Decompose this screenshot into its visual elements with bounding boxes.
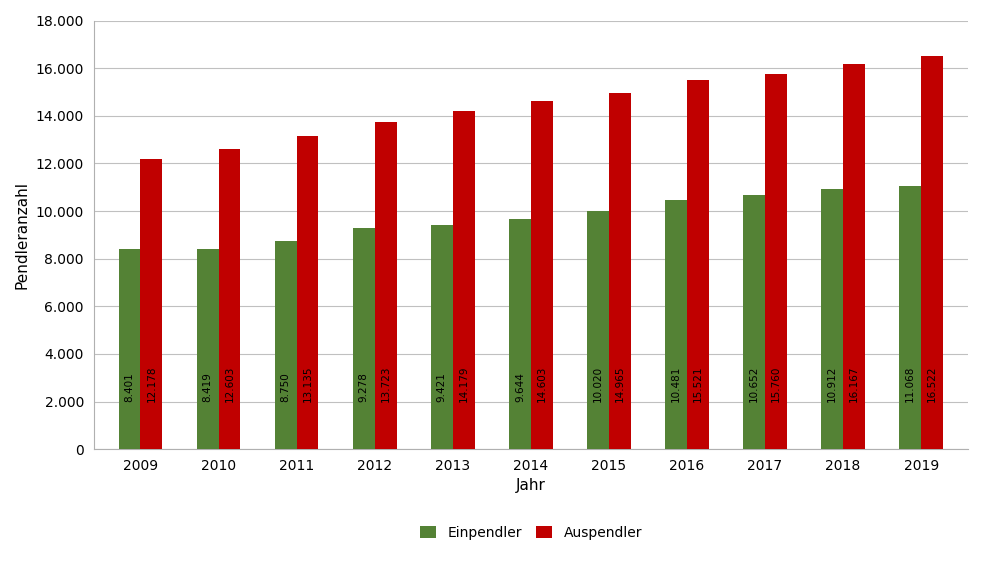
Text: 13.723: 13.723 xyxy=(380,365,390,402)
Text: 15.760: 15.760 xyxy=(771,365,781,402)
Bar xyxy=(218,149,241,449)
Bar xyxy=(275,241,297,449)
Bar xyxy=(141,159,162,449)
Text: 14.603: 14.603 xyxy=(537,365,547,402)
Y-axis label: Pendleranzahl: Pendleranzahl xyxy=(15,181,30,289)
Bar xyxy=(821,189,843,449)
Bar xyxy=(119,249,141,449)
Bar xyxy=(743,195,765,449)
Bar xyxy=(665,200,687,449)
Bar xyxy=(509,219,531,449)
Text: 14.179: 14.179 xyxy=(459,365,469,402)
Text: 14.965: 14.965 xyxy=(614,365,625,402)
Bar xyxy=(353,228,375,449)
Text: 8.750: 8.750 xyxy=(281,372,291,402)
Bar xyxy=(921,56,943,449)
X-axis label: Jahr: Jahr xyxy=(516,479,546,494)
Bar xyxy=(608,93,631,449)
Text: 8.419: 8.419 xyxy=(202,371,212,402)
Bar xyxy=(587,210,608,449)
Bar xyxy=(531,102,552,449)
Text: 15.521: 15.521 xyxy=(693,365,703,402)
Bar xyxy=(197,249,218,449)
Text: 9.644: 9.644 xyxy=(515,371,525,402)
Text: 8.401: 8.401 xyxy=(125,372,135,402)
Text: 9.421: 9.421 xyxy=(436,371,447,402)
Text: 9.278: 9.278 xyxy=(359,371,369,402)
Text: 16.167: 16.167 xyxy=(849,365,859,402)
Bar xyxy=(431,225,453,449)
Text: 12.603: 12.603 xyxy=(224,365,235,402)
Text: 11.068: 11.068 xyxy=(905,365,915,402)
Bar xyxy=(899,186,921,449)
Text: 10.020: 10.020 xyxy=(593,365,603,402)
Bar xyxy=(297,136,318,449)
Text: 12.178: 12.178 xyxy=(146,365,156,402)
Text: 13.135: 13.135 xyxy=(303,365,313,402)
Bar xyxy=(375,122,396,449)
Text: 10.481: 10.481 xyxy=(671,365,681,402)
Text: 10.912: 10.912 xyxy=(827,365,838,402)
Bar xyxy=(765,74,786,449)
Legend: Einpendler, Auspendler: Einpendler, Auspendler xyxy=(414,521,648,545)
Bar xyxy=(453,112,475,449)
Bar xyxy=(687,80,709,449)
Text: 10.652: 10.652 xyxy=(749,365,759,402)
Text: 16.522: 16.522 xyxy=(927,365,937,402)
Bar xyxy=(843,64,865,449)
